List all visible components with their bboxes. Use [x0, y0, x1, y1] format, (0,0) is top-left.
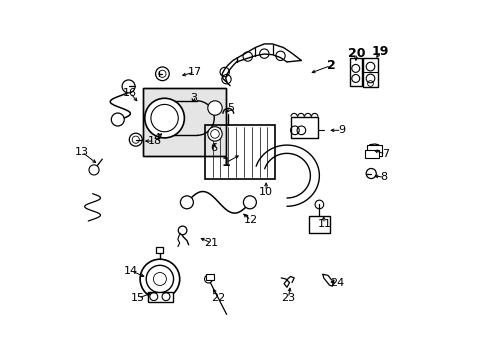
Circle shape	[204, 275, 212, 283]
Text: 23: 23	[281, 293, 295, 303]
Text: 1: 1	[221, 156, 230, 169]
Text: 19: 19	[371, 45, 388, 58]
Text: 3: 3	[189, 93, 197, 103]
Text: 15: 15	[131, 293, 145, 303]
Text: 9: 9	[337, 125, 345, 135]
Bar	[205, 274, 213, 280]
Bar	[349, 58, 361, 86]
Text: 4: 4	[154, 132, 161, 143]
Text: 18: 18	[147, 136, 161, 146]
Text: 21: 21	[204, 238, 218, 248]
Bar	[308, 216, 329, 233]
Text: 14: 14	[124, 266, 138, 276]
Circle shape	[146, 265, 173, 293]
Text: 20: 20	[347, 47, 365, 60]
Bar	[363, 58, 378, 87]
Text: 22: 22	[211, 293, 225, 303]
Circle shape	[207, 101, 222, 115]
Bar	[142, 88, 226, 156]
Text: 2: 2	[326, 59, 335, 72]
Text: 16: 16	[123, 88, 137, 98]
Bar	[365, 150, 378, 158]
Bar	[204, 125, 275, 179]
Bar	[291, 117, 318, 138]
Bar	[366, 145, 381, 156]
Circle shape	[111, 113, 124, 126]
Circle shape	[140, 259, 179, 299]
Text: 8: 8	[380, 172, 387, 182]
Circle shape	[122, 80, 135, 93]
Text: 7: 7	[381, 149, 388, 159]
Text: 12: 12	[244, 215, 258, 225]
Circle shape	[144, 98, 184, 138]
Circle shape	[180, 196, 193, 209]
Text: 13: 13	[75, 147, 89, 157]
Circle shape	[178, 226, 186, 235]
Text: 24: 24	[329, 278, 344, 288]
Bar	[148, 292, 172, 302]
Text: 5: 5	[227, 103, 234, 113]
Text: 6: 6	[210, 143, 217, 153]
Circle shape	[155, 67, 169, 81]
Bar	[142, 88, 226, 156]
Bar	[156, 247, 163, 253]
Text: 10: 10	[259, 186, 272, 197]
Circle shape	[207, 127, 222, 141]
Circle shape	[89, 165, 99, 175]
Text: 17: 17	[187, 67, 202, 77]
Circle shape	[366, 168, 375, 179]
Circle shape	[243, 196, 256, 209]
Text: 11: 11	[317, 219, 331, 229]
Circle shape	[129, 133, 142, 146]
